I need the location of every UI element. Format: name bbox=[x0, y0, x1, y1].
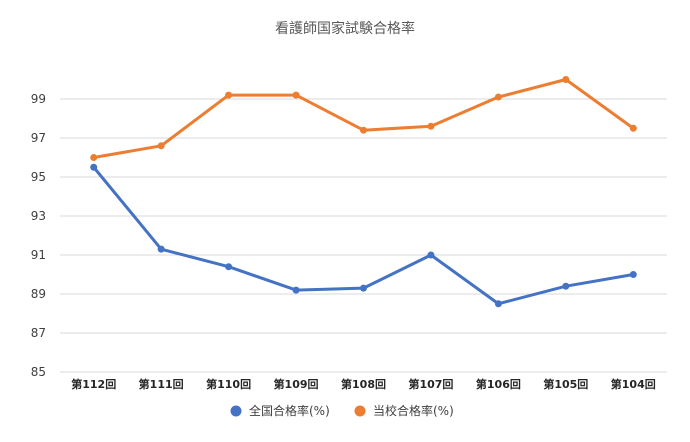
series-2 bbox=[90, 76, 637, 161]
series-group bbox=[90, 76, 637, 308]
x-tick-label: 第109回 bbox=[274, 377, 319, 391]
x-tick-label: 第107回 bbox=[408, 377, 453, 391]
y-tick-label: 95 bbox=[31, 170, 46, 184]
data-point bbox=[629, 124, 637, 132]
data-point bbox=[157, 142, 165, 150]
data-point bbox=[562, 76, 570, 83]
y-tick-label: 85 bbox=[31, 365, 46, 379]
data-point bbox=[494, 93, 502, 101]
chart-title: 看護師国家試験合格率 bbox=[275, 20, 415, 37]
y-tick-label: 99 bbox=[31, 92, 46, 106]
series-1 bbox=[90, 163, 637, 308]
data-point bbox=[292, 91, 300, 99]
x-tick-label: 第104回 bbox=[611, 377, 656, 391]
data-point bbox=[225, 263, 233, 271]
y-tick-label: 91 bbox=[31, 248, 46, 262]
legend-label: 当校合格率(%) bbox=[373, 403, 454, 418]
data-point bbox=[494, 300, 502, 308]
data-point bbox=[360, 284, 367, 292]
data-point bbox=[629, 271, 637, 278]
legend-marker bbox=[230, 405, 242, 417]
x-tick-label: 第110回 bbox=[206, 377, 251, 391]
data-point bbox=[157, 245, 165, 253]
data-point bbox=[562, 282, 570, 290]
x-tick-label: 第111回 bbox=[139, 377, 184, 391]
data-point bbox=[427, 251, 435, 259]
x-tick-label: 第105回 bbox=[543, 377, 588, 391]
data-point bbox=[360, 126, 367, 134]
x-tick-label: 第112回 bbox=[71, 377, 116, 391]
x-axis-ticks: 第112回 第111回 第110回 第109回 第108回 第107回 第106回 第105回… bbox=[71, 377, 656, 391]
legend: 全国合格率(%) 当校合格率(%) bbox=[230, 403, 454, 418]
legend-item: 当校合格率(%) bbox=[354, 403, 454, 418]
y-tick-label: 89 bbox=[31, 287, 46, 301]
x-tick-label: 第106回 bbox=[476, 377, 521, 391]
gridlines bbox=[60, 98, 667, 373]
data-point bbox=[427, 122, 435, 130]
y-tick-label: 93 bbox=[31, 209, 46, 223]
series-line bbox=[92, 165, 635, 306]
data-point bbox=[90, 163, 98, 171]
y-tick-label: 87 bbox=[31, 326, 46, 340]
data-point bbox=[225, 91, 233, 99]
data-point bbox=[292, 286, 300, 294]
data-point bbox=[90, 154, 98, 161]
legend-label: 全国合格率(%) bbox=[249, 403, 330, 418]
legend-marker bbox=[354, 405, 366, 417]
series-line bbox=[92, 78, 635, 159]
legend-item: 全国合格率(%) bbox=[230, 403, 330, 418]
x-tick-label: 第108回 bbox=[341, 377, 386, 391]
y-tick-label: 97 bbox=[31, 131, 46, 145]
y-axis-ticks: 85 87 89 91 93 95 97 99 bbox=[31, 92, 46, 379]
